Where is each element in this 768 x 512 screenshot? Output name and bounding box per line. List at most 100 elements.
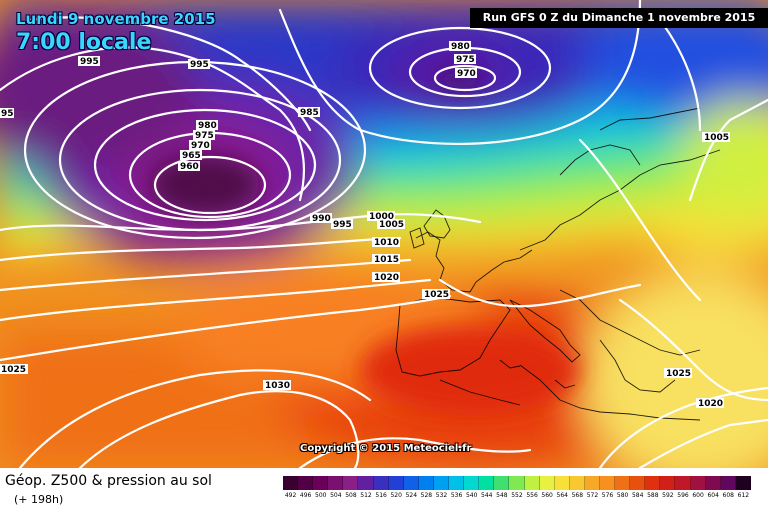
color-swatch [494,476,510,490]
isobar-label: 975 [454,54,476,65]
parameter-title: Géop. Z500 & pression au sol [5,473,212,489]
copyright: Copyright © 2015 Meteociel.fr [300,443,472,454]
scale-tick-label: 576 [601,492,614,499]
color-swatch [298,476,314,490]
color-swatch [313,476,329,490]
color-swatch [705,476,721,490]
svg-text:1005: 1005 [379,220,404,230]
color-swatch [373,476,389,490]
weather-map: 995 995 95 980 975 970 965 960 985 980 9… [0,0,768,468]
scale-tick-label: 544 [481,492,493,499]
svg-text:1010: 1010 [374,238,399,248]
scale-tick-label: 552 [511,492,523,499]
color-scale: 492 496 500 504 508 512 516 520 524 528 532 536 540 5… [283,476,751,510]
svg-text:1030: 1030 [265,381,290,391]
svg-text:980: 980 [198,121,217,131]
scale-tick-label: 608 [722,492,734,499]
color-swatch [720,476,736,490]
color-swatch [660,476,676,490]
color-swatch [630,476,646,490]
scale-tick-label: 512 [360,492,372,499]
color-swatch [479,476,495,490]
svg-text:95: 95 [1,109,14,119]
isobar-label: 995 [188,59,210,70]
scale-tick-label: 548 [496,492,508,499]
isobar-label: 995 [78,56,100,67]
color-swatch [403,476,419,490]
isobar-label: 980 [196,120,218,131]
scale-tick-label: 580 [616,492,629,499]
isobar-labels: 995 995 95 980 975 970 965 960 985 980 9… [0,41,730,409]
scale-tick-label: 572 [586,492,599,499]
scale-tick-label: 596 [677,492,689,499]
isobar-label: 985 [298,107,320,118]
isobar-label: 1005 [702,132,730,143]
scale-tick-label: 520 [390,492,402,499]
isobar-label: 975 [193,130,215,141]
scale-tick-label: 528 [420,492,433,499]
isobar-label: 970 [189,140,211,151]
svg-text:1020: 1020 [698,399,723,409]
scale-tick-label: 592 [662,492,674,499]
scale-tick-label: 564 [556,492,568,499]
svg-text:1025: 1025 [666,369,691,379]
isobar-label: 1020 [372,272,400,283]
svg-text:995: 995 [80,57,99,67]
scale-tick-label: 600 [692,492,704,499]
scale-labels: 492 496 500 504 508 512 516 520 524 528 532 536 540 5… [283,492,751,504]
isobar-label: 995 [331,219,353,230]
scale-tick-label: 504 [330,492,342,499]
svg-text:1025: 1025 [424,290,449,300]
color-swatch [388,476,404,490]
color-swatch [599,476,616,490]
color-swatch [433,476,450,490]
legend-bar: Géop. Z500 & pression au sol (+ 198h) [0,468,768,512]
lead-time: (+ 198h) [14,493,64,506]
svg-text:1000: 1000 [369,212,394,222]
isobar-label: 95 [0,108,14,119]
svg-text:975: 975 [195,131,214,141]
color-swatch [283,476,299,490]
svg-text:980: 980 [451,42,470,52]
color-swatch [328,476,344,490]
color-swatch [418,476,434,490]
svg-text:995: 995 [190,60,209,70]
forecast-date: Lundi 9 novembre 2015 [16,10,216,28]
color-swatches [283,476,751,490]
coastlines [395,107,721,421]
isobar-label: 1000 [367,211,395,222]
isobar-label: 965 [180,150,202,161]
color-swatch [358,476,374,490]
isobar-label: 1025 [0,364,28,375]
scale-tick-label: 516 [375,492,387,499]
color-swatch [690,476,706,490]
color-swatch [449,476,465,490]
isobar-label: 990 [310,213,332,224]
scale-tick-label: 492 [284,492,297,499]
isobar-label: 1025 [664,368,692,379]
color-swatch [615,476,631,490]
scale-tick-label: 604 [707,492,719,499]
svg-text:1005: 1005 [704,133,729,143]
isobar-label: 980 [449,41,471,52]
isobar-label: 1025 [422,289,450,300]
scale-tick-label: 524 [405,492,418,499]
scale-tick-label: 584 [631,492,644,499]
run-info: Run GFS 0 Z du Dimanche 1 novembre 2015 [470,8,768,28]
scale-tick-label: 496 [299,492,312,499]
isobar-label: 1020 [696,398,724,409]
svg-text:995: 995 [333,220,352,230]
svg-text:1015: 1015 [374,255,399,265]
isobar-label: 1010 [372,237,400,248]
svg-text:1020: 1020 [374,273,399,283]
scale-tick-label: 508 [345,492,357,499]
scale-tick-label: 560 [541,492,553,499]
svg-text:1025: 1025 [1,365,26,375]
svg-text:970: 970 [457,69,476,79]
svg-text:965: 965 [182,151,201,161]
color-swatch [554,476,570,490]
color-swatch [675,476,691,490]
isobars [0,0,768,468]
isobar-label: 970 [455,68,477,79]
scale-tick-label: 532 [435,492,448,499]
